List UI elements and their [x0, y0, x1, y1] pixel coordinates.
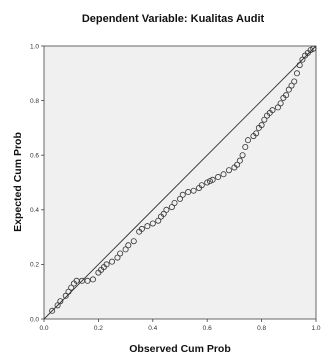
x-axis-label: Observed Cum Prob [129, 343, 231, 355]
data-point [149, 220, 156, 227]
data-point [253, 130, 260, 137]
y-axis-label: Expected Cum Prob [12, 132, 24, 232]
data-point [54, 302, 61, 309]
data-point [68, 284, 75, 291]
y-tick-label: 0.4 [30, 207, 39, 214]
y-tick-label: 1.0 [30, 43, 39, 50]
reference-line [43, 45, 317, 320]
data-point [236, 157, 243, 164]
data-point [130, 238, 137, 245]
data-point [103, 261, 110, 268]
data-point [168, 204, 175, 211]
data-points [49, 45, 317, 314]
data-point [171, 199, 178, 206]
data-point [209, 176, 216, 183]
x-tick-label: 0.2 [94, 325, 103, 332]
data-point [310, 45, 317, 52]
data-point [49, 307, 56, 314]
data-point [296, 62, 303, 69]
data-point [274, 104, 281, 111]
x-tick-label: 0.6 [203, 325, 212, 332]
data-point [285, 86, 292, 93]
data-point [122, 246, 129, 253]
data-point [234, 161, 241, 168]
data-point [84, 277, 91, 284]
data-point [89, 276, 96, 283]
y-axis: 0.0 0.2 0.4 0.6 0.8 1.0 [30, 43, 44, 323]
data-point [62, 292, 69, 299]
data-point [190, 187, 197, 194]
data-point [215, 174, 222, 181]
data-point [269, 107, 276, 114]
x-tick-label: 1.0 [311, 325, 320, 332]
x-tick-label: 0.4 [148, 325, 157, 332]
data-point [239, 152, 246, 159]
data-point [176, 195, 183, 202]
y-tick-label: 0.2 [30, 262, 39, 269]
data-point [117, 250, 124, 257]
data-point [244, 137, 251, 144]
data-point [160, 210, 167, 217]
data-point [138, 225, 145, 232]
data-point [179, 191, 186, 198]
data-point [242, 144, 249, 151]
chart-title: Dependent Variable: Kualitas Audit [82, 13, 265, 25]
data-point [261, 116, 268, 123]
data-point [57, 298, 64, 305]
data-point [291, 78, 298, 85]
data-point [283, 92, 290, 99]
data-point [288, 82, 295, 89]
x-axis: 0.0 0.2 0.4 0.6 0.8 1.0 [39, 319, 321, 332]
data-point [299, 56, 306, 63]
data-point [125, 242, 132, 249]
data-point [277, 100, 284, 107]
data-point [144, 223, 151, 230]
x-tick-label: 0.0 [39, 325, 48, 332]
y-tick-label: 0.6 [30, 153, 39, 160]
y-tick-label: 0.0 [30, 316, 39, 323]
data-point [225, 167, 232, 174]
data-point [155, 217, 162, 224]
data-point [163, 206, 170, 213]
data-point [198, 182, 205, 189]
y-tick-label: 0.8 [30, 98, 39, 105]
data-point [185, 189, 192, 196]
data-point [258, 122, 265, 129]
x-tick-label: 0.8 [257, 325, 266, 332]
data-point [114, 254, 121, 261]
data-point [65, 288, 72, 295]
data-point [220, 171, 227, 178]
data-point [109, 258, 116, 265]
data-point [293, 70, 300, 77]
